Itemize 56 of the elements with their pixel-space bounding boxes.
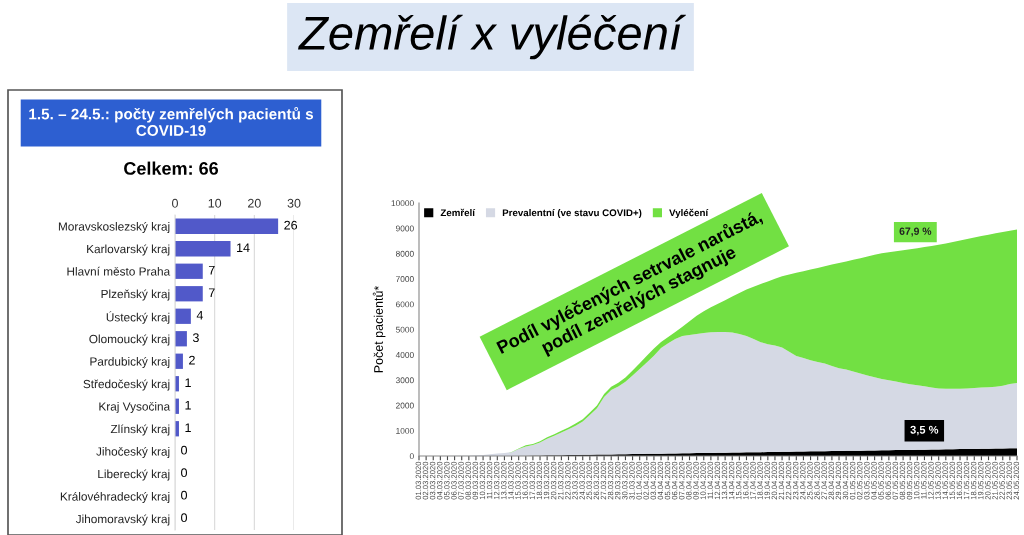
y-tick-label: Královéhradecký kraj bbox=[60, 491, 170, 504]
y-tick-label: 4000 bbox=[395, 352, 414, 358]
y-tick-label: 6000 bbox=[396, 301, 414, 308]
legend-label: Zemřelí bbox=[440, 208, 476, 217]
y-tick-label: 10000 bbox=[391, 200, 414, 207]
y-tick-label: Liberecký kraj bbox=[98, 469, 170, 481]
y-tick-label: 1000 bbox=[396, 427, 414, 434]
legend-label: Prevalentní (ve stavu COVID+) bbox=[502, 208, 642, 219]
bar bbox=[175, 241, 231, 257]
y-tick-label: Hlavní město Praha bbox=[67, 266, 171, 276]
y-tick-label: 5000 bbox=[395, 326, 414, 333]
data-label: 1 bbox=[185, 423, 191, 432]
bar bbox=[175, 308, 191, 324]
x-tick-label: 10 bbox=[208, 198, 222, 208]
y-tick-label: 8000 bbox=[395, 250, 414, 257]
y-tick-label: Karlovarský kraj bbox=[87, 244, 170, 256]
data-label: 4 bbox=[196, 310, 204, 320]
data-label: 26 bbox=[284, 220, 298, 230]
y-tick-label: Plzeňský kraj bbox=[101, 289, 170, 301]
x-tick-label: 30 bbox=[287, 198, 301, 208]
data-label: 0 bbox=[181, 513, 188, 523]
y-tick-label: Kraj Vysočina bbox=[99, 401, 171, 413]
bar bbox=[175, 331, 187, 347]
y-tick-label: 0 bbox=[409, 453, 414, 460]
y-tick-label: Jihočeský kraj bbox=[96, 446, 170, 459]
annotation: 3,5 % bbox=[910, 425, 939, 436]
y-tick-label: Zlínský kraj bbox=[110, 424, 170, 436]
y-tick-label: Olomoucký kraj bbox=[89, 334, 170, 346]
data-label: 0 bbox=[181, 445, 188, 455]
bar bbox=[175, 286, 203, 302]
data-label: 0 bbox=[181, 468, 188, 478]
y-tick-label: 7000 bbox=[396, 276, 414, 282]
data-label: 7 bbox=[208, 265, 215, 275]
data-label: 7 bbox=[208, 288, 215, 297]
y-tick-label: Pardubický kraj bbox=[90, 356, 170, 369]
y-tick-label: Středočeský kraj bbox=[83, 379, 170, 391]
x-tick-label: 0 bbox=[172, 198, 178, 208]
y-tick-label: 9000 bbox=[395, 225, 414, 232]
bar bbox=[175, 263, 203, 279]
bar bbox=[175, 218, 279, 234]
data-label: 1 bbox=[185, 400, 191, 410]
data-label: 14 bbox=[237, 243, 250, 252]
y-tick-label: 2000 bbox=[396, 402, 414, 409]
y-tick-label: Moravskoslezský kraj bbox=[58, 221, 170, 234]
y-axis-title: Počet pacientů* bbox=[372, 285, 386, 373]
data-label: 1 bbox=[185, 378, 191, 387]
chart-title: 1.5. – 24.5.: počty zemřelých pacientů s COVID-19 bbox=[29, 107, 314, 136]
chart-subtitle: Celkem: 66 bbox=[124, 161, 219, 175]
data-label: 3 bbox=[192, 333, 199, 343]
text: Zemřelí x vyléčení bbox=[298, 14, 686, 60]
y-tick-label: 3000 bbox=[395, 377, 414, 384]
y-tick-label: Jihomoravský kraj bbox=[75, 514, 170, 526]
data-label: 2 bbox=[189, 355, 195, 365]
x-tick-label: 20 bbox=[248, 198, 261, 208]
annotation: 67,9 % bbox=[899, 227, 932, 237]
y-tick-label: Ústecký kraj bbox=[106, 311, 170, 324]
